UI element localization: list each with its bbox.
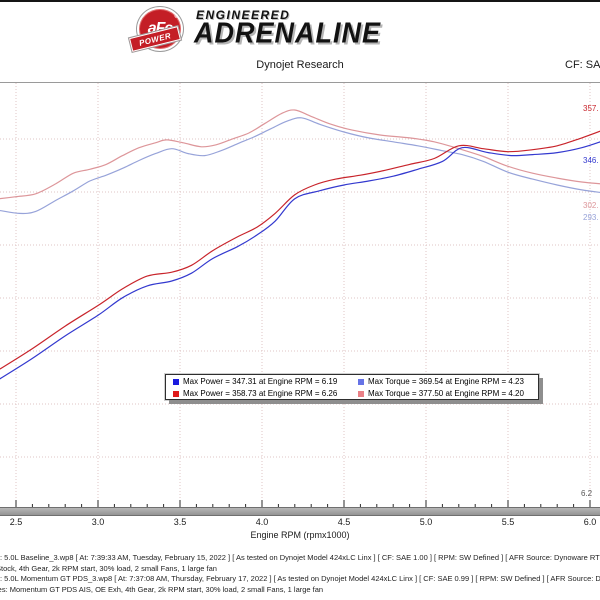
logo-engineered-text: ENGINEERED — [196, 8, 291, 22]
dyno-chart: 357. 346. 302. 293. Max Power = 347.31 at E… — [0, 82, 600, 508]
afe-logo: aFe ® POWER ENGINEERED ADRENALINE — [129, 5, 473, 53]
logo-adrenaline-text: ADRENALINE — [194, 17, 382, 49]
x-tick-label: 3.5 — [173, 517, 187, 527]
dynojet-research-label: Dynojet Research — [256, 59, 344, 71]
curve-torque-momentum — [0, 109, 600, 200]
end-label: 302. — [583, 201, 599, 210]
x-tick-label: 5.0 — [419, 517, 433, 527]
x-tick-label: 5.5 — [501, 517, 515, 527]
x-tick-label: 6.0 — [583, 517, 597, 527]
legend-entry: Max Torque = 369.54 at Engine RPM = 4.23 — [358, 376, 524, 387]
x-tick-label: 4.5 — [337, 517, 351, 527]
window-top-border — [0, 0, 600, 2]
end-label: 293. — [583, 213, 599, 222]
x-tick-label: 3.0 — [91, 517, 105, 527]
test-info-line: : 5.0L Baseline_3.wp8 [ At: 7:39:33 AM, … — [0, 553, 600, 562]
test-info-line: Notes: Momentum GT PDS AIS, OE Exh, 4th … — [0, 584, 324, 594]
legend-box: Max Power = 347.31 at Engine RPM = 6.19 M… — [165, 374, 539, 400]
legend-entry: Max Power = 358.73 at Engine RPM = 6.26 — [173, 388, 337, 399]
test-info-line: Stock, 4th Gear, 2k RPM start, 30% load,… — [0, 563, 217, 573]
legend-entry: Max Power = 347.31 at Engine RPM = 6.19 — [173, 376, 337, 387]
curve-power-baseline — [0, 141, 600, 380]
correction-factor-label: CF: SAE — [565, 59, 600, 71]
legend-swatch-icon — [173, 378, 179, 385]
x-axis-bar — [0, 507, 600, 516]
end-label: 357. — [583, 104, 599, 113]
curve-torque-baseline — [0, 117, 600, 215]
legend-swatch-icon — [358, 390, 364, 397]
x-tick-label: 4.0 — [255, 517, 269, 527]
legend-entry: Max Torque = 377.50 at Engine RPM = 4.20 — [358, 388, 524, 399]
legend-swatch-icon — [358, 378, 364, 385]
registered-mark: ® — [174, 14, 178, 20]
x-axis-title: Engine RPM (rpmx1000) — [250, 530, 350, 540]
x-tick-labels: 2.5 3.0 3.5 4.0 4.5 5.0 5.5 6.0 — [0, 517, 600, 528]
dyno-chart-svg — [0, 83, 600, 508]
curve-power-momentum — [0, 130, 600, 370]
end-label: 346. — [583, 156, 599, 165]
x-tick-label: 2.5 — [9, 517, 23, 527]
test-info-block: : 5.0L Baseline_3.wp8 [ At: 7:39:33 AM, … — [0, 553, 600, 600]
rpm-cursor-annotation: 6.2 — [581, 489, 593, 498]
legend-swatch-icon — [173, 390, 179, 397]
test-info-line: : 5.0L Momentum GT PDS_3.wp8 [ At: 7:37:… — [0, 574, 600, 583]
